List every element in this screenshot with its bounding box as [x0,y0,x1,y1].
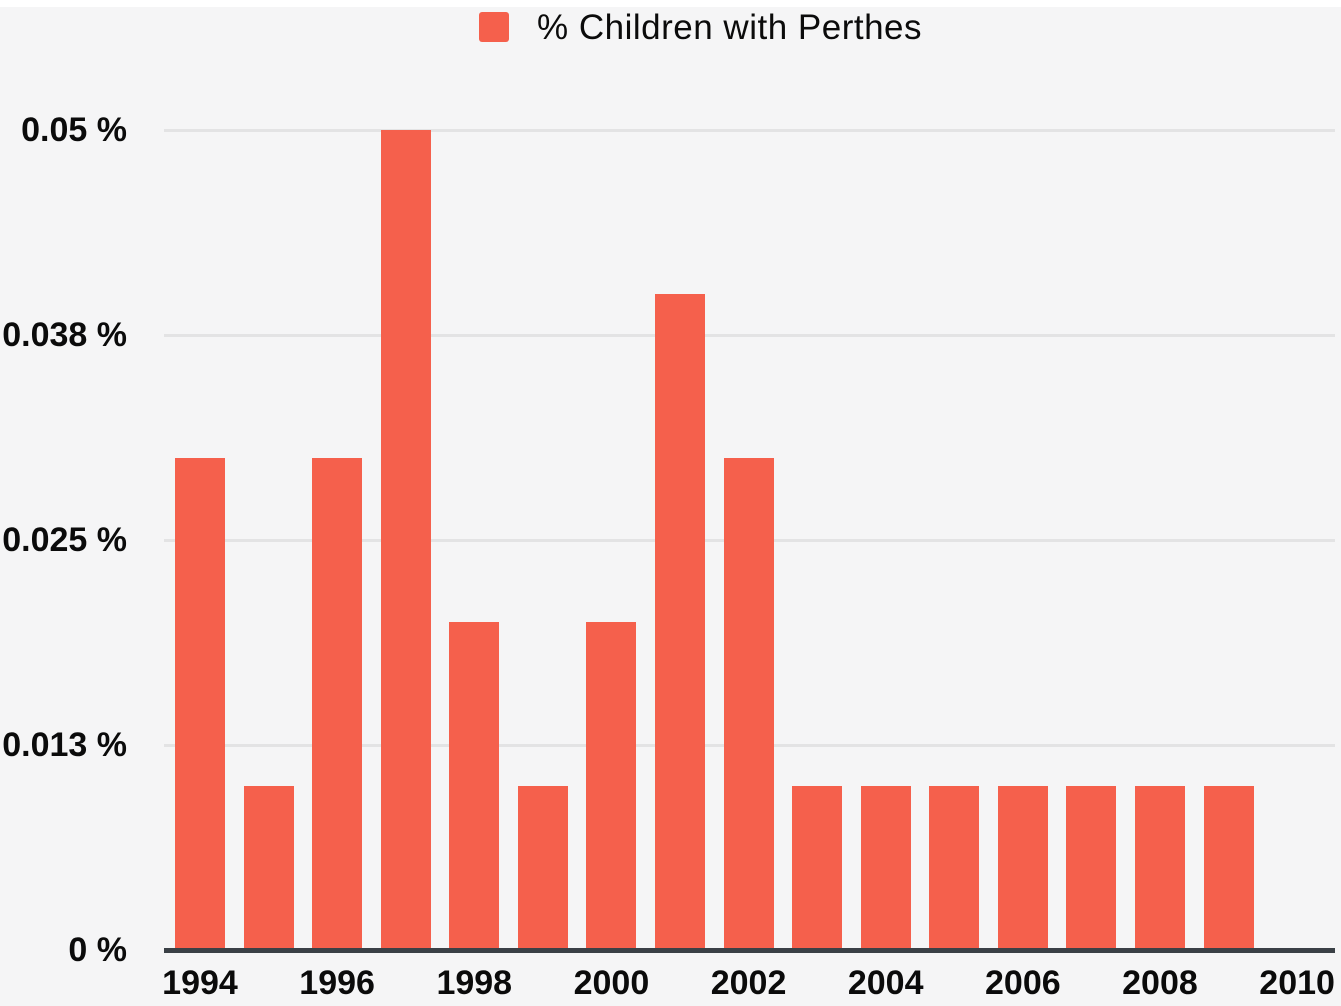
bar-1996 [312,458,363,950]
bar-2003 [792,786,843,950]
bar-2008 [1134,786,1185,950]
bar-2006 [997,786,1048,950]
bar-1998 [449,622,500,950]
x-tick-label: 1994 [162,964,238,1002]
x-tick-label: 1996 [299,964,375,1002]
bar-1999 [517,786,568,950]
y-tick-label: 0.038 % [2,316,127,354]
x-tick-label: 2002 [710,964,787,1002]
x-axis-line [164,948,1335,953]
x-tick-label: 1998 [436,964,513,1002]
top-strip [0,0,1341,7]
bar-2004 [860,786,911,950]
legend-swatch [479,12,509,42]
bar-2009 [1203,786,1254,950]
y-tick-label: 0.013 % [2,726,127,764]
bar-2000 [586,622,637,950]
legend-label: % Children with Perthes [537,8,922,47]
y-tick-label: 0.025 % [2,521,127,559]
gridline [164,129,1335,132]
x-tick-label: 2006 [985,964,1061,1002]
bar-2001 [654,294,705,950]
x-tick-label: 2008 [1122,964,1198,1002]
bar-2005 [929,786,980,950]
bar-2002 [723,458,774,950]
x-tick-label: 2000 [573,964,650,1002]
chart-legend: % Children with Perthes [0,0,1341,60]
bar-1995 [243,786,294,950]
gridline [164,334,1335,337]
bar-1997 [380,130,431,950]
bar-1994 [175,458,225,950]
x-tick-label: 2004 [847,964,924,1002]
bar-2007 [1066,786,1117,950]
y-tick-label: 0.05 % [21,111,127,149]
y-tick-label: 0 % [68,931,127,969]
x-tick-label: 2010 [1259,964,1335,1002]
